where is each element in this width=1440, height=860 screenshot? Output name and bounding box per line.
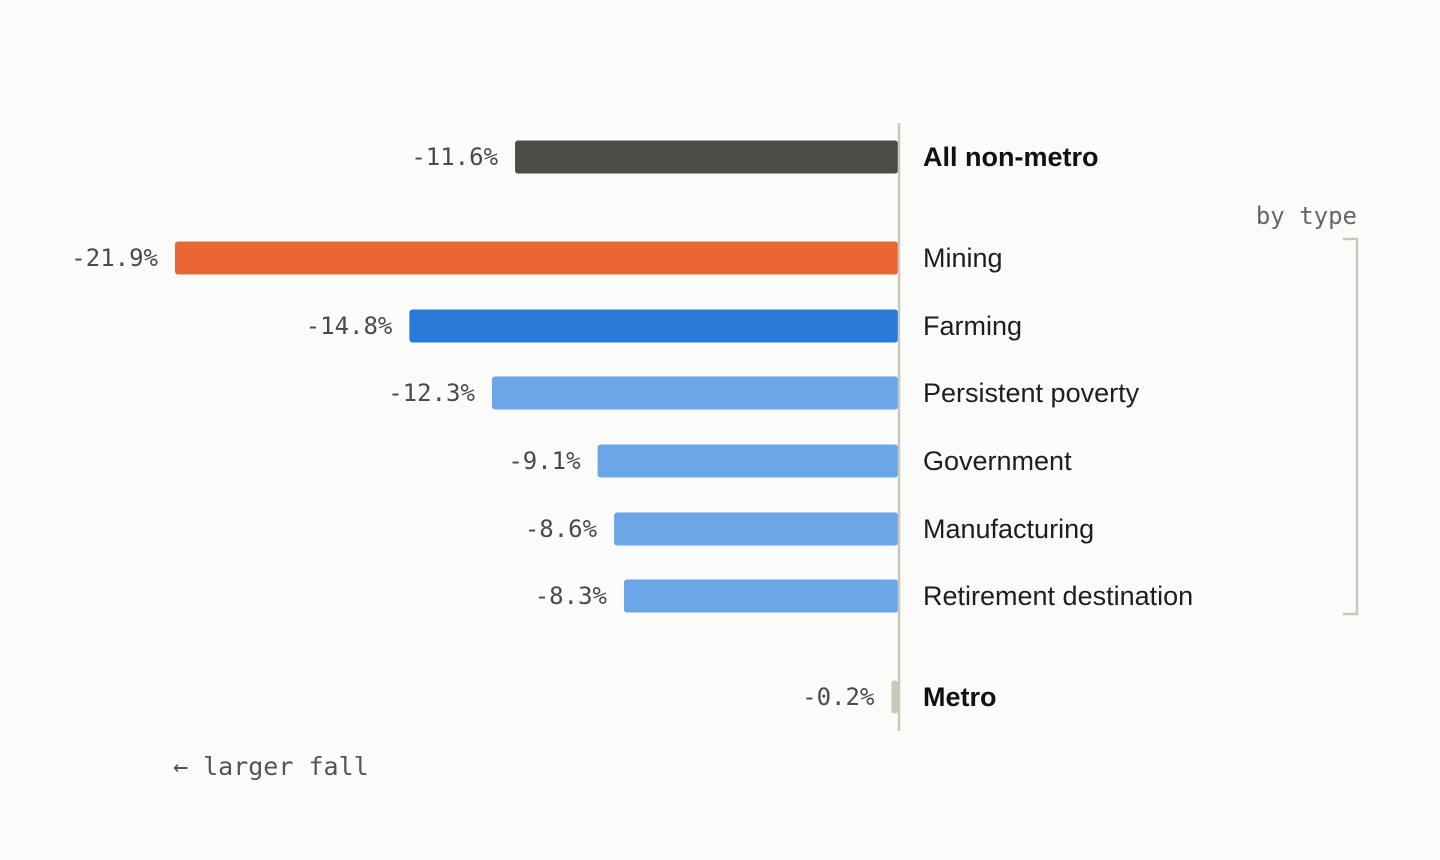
bar-manufacturing: [614, 512, 898, 546]
value-label-mining: -21.9%: [71, 244, 158, 272]
bar-all-non-metro: [515, 140, 898, 174]
bar-retirement-destination: [623, 579, 898, 613]
group-bracket: [1343, 237, 1359, 616]
direction-note: ← larger fall: [173, 752, 369, 781]
category-label-farming: Farming: [923, 311, 1022, 341]
bar-persistent-poverty: [491, 376, 898, 410]
value-label-government: -9.1%: [508, 447, 581, 475]
bar-metro: [891, 680, 898, 714]
bars-layer: [175, 140, 898, 714]
value-label-metro: -0.2%: [802, 683, 875, 711]
value-label-manufacturing: -8.6%: [525, 515, 598, 543]
value-label-all-non-metro: -11.6%: [411, 143, 498, 171]
category-label-manufacturing: Manufacturing: [923, 514, 1094, 544]
category-label-mining: Mining: [923, 243, 1003, 273]
bar-mining: [175, 241, 898, 275]
category-label-metro: Metro: [923, 682, 997, 712]
value-label-farming: -14.8%: [306, 312, 393, 340]
bar-farming: [409, 309, 898, 343]
category-label-government: Government: [923, 446, 1072, 476]
category-label-persistent-poverty: Persistent poverty: [923, 378, 1140, 408]
category-label-all-non-metro: All non-metro: [923, 142, 1099, 172]
value-label-retirement-destination: -8.3%: [535, 582, 608, 610]
bar-government: [597, 444, 898, 478]
value-label-persistent-poverty: -12.3%: [388, 379, 475, 407]
category-label-retirement-destination: Retirement destination: [923, 581, 1193, 611]
group-label: by type: [1256, 202, 1357, 230]
labels-layer: -11.6% All non-metro -21.9% Mining -14.8% Far…: [71, 142, 1193, 712]
